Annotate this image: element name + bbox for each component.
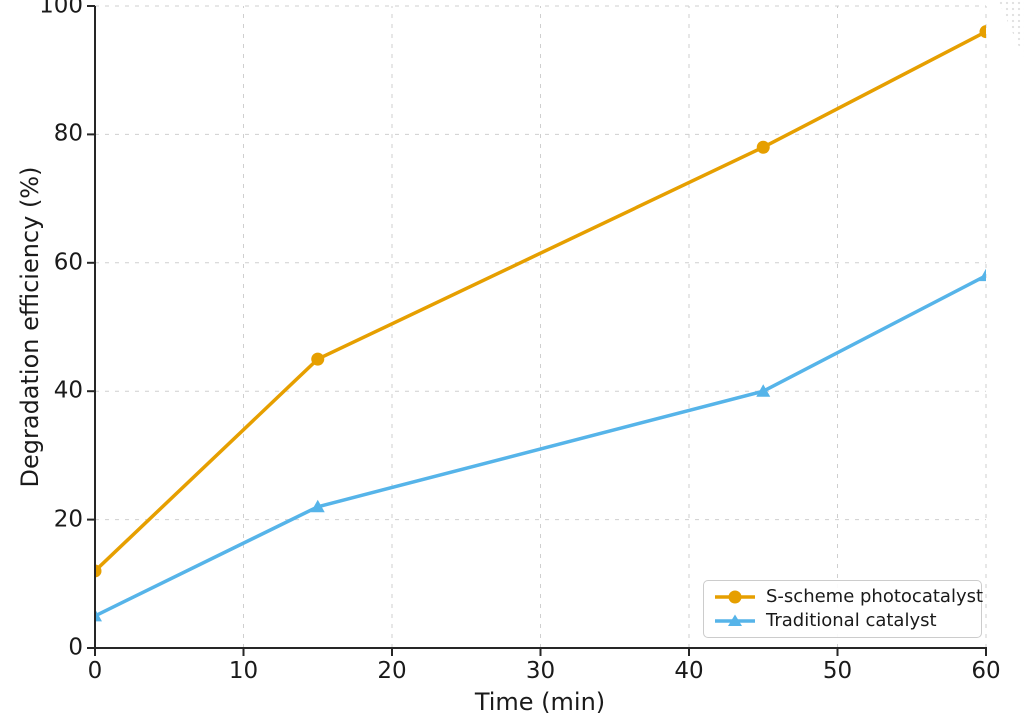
- series-1: [95, 268, 986, 622]
- legend-item-traditional: Traditional catalyst: [714, 609, 981, 632]
- data-point: [756, 140, 770, 154]
- y-tick-label: 80: [53, 120, 83, 147]
- legend-label-s-scheme: S-scheme photocatalyst: [766, 585, 984, 607]
- legend-line-circle-icon: [715, 590, 755, 604]
- data-point: [95, 608, 102, 622]
- x-tick-label: 40: [674, 658, 704, 684]
- plot-area: [87, 5, 987, 656]
- y-tick-label: 20: [53, 506, 83, 533]
- legend-line-triangle-icon: [715, 614, 755, 626]
- x-tick-label: 0: [87, 658, 103, 684]
- data-point: [310, 499, 325, 513]
- series-0: [95, 25, 986, 578]
- legend: S-scheme photocatalyst Traditional catal…: [703, 580, 984, 638]
- x-axis-title: Time (min): [474, 688, 606, 716]
- tick-marks: [87, 5, 987, 656]
- legend-item-s-scheme: S-scheme photocatalyst: [714, 585, 984, 608]
- data-point: [979, 268, 986, 282]
- y-tick-label: 40: [53, 377, 83, 404]
- legend-label-traditional: Traditional catalyst: [766, 609, 937, 631]
- y-tick-label: 60: [53, 249, 83, 276]
- x-tick-label: 60: [971, 658, 1001, 684]
- data-point: [311, 352, 325, 366]
- x-tick-label: 20: [377, 658, 407, 684]
- data-point: [979, 25, 986, 39]
- watermark-dots: [998, 0, 1024, 58]
- x-tick-label: 10: [228, 658, 259, 684]
- x-tick-label: 30: [525, 658, 556, 684]
- y-tick-label: 100: [39, 0, 83, 19]
- y-tick-label: 0: [68, 634, 83, 661]
- data-point: [756, 384, 771, 397]
- y-axis-title: Degradation efficiency (%): [16, 166, 44, 488]
- data-point: [95, 564, 102, 578]
- x-tick-label: 50: [822, 658, 853, 684]
